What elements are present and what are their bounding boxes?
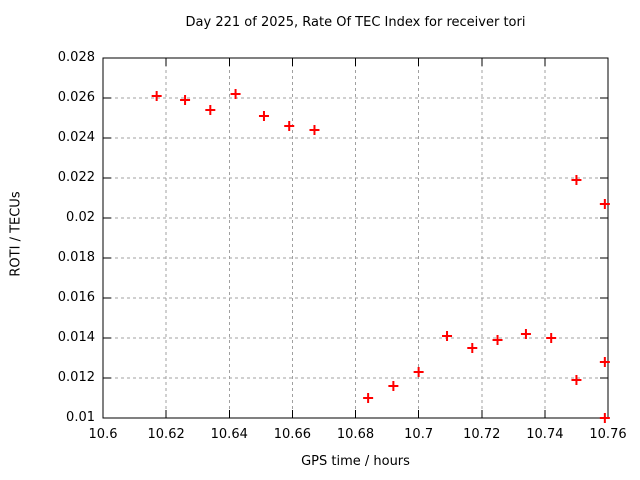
- data-point-marker: [571, 175, 582, 185]
- data-point-marker: [205, 105, 216, 115]
- data-point-marker: [413, 367, 424, 377]
- x-tick-label: 10.72: [463, 427, 501, 442]
- x-tick-label: 10.68: [336, 427, 375, 442]
- data-point-marker: [546, 333, 557, 343]
- y-tick-label: 0.028: [57, 50, 95, 65]
- data-point-marker: [230, 89, 241, 99]
- x-tick-label: 10.74: [526, 427, 564, 442]
- data-point-marker: [151, 91, 162, 101]
- x-tick-label: 10.62: [147, 427, 185, 442]
- y-tick-label: 0.024: [57, 130, 95, 145]
- y-tick-label: 0.012: [57, 370, 95, 385]
- data-point-marker: [520, 329, 531, 339]
- y-tick-label: 0.02: [66, 210, 95, 225]
- y-tick-label: 0.016: [57, 290, 95, 305]
- data-point-marker: [180, 95, 191, 105]
- x-tick-label: 10.64: [210, 427, 248, 442]
- data-point-marker: [492, 335, 503, 345]
- chart-title: Day 221 of 2025, Rate Of TEC Index for r…: [185, 15, 526, 30]
- x-tick-label: 10.6: [88, 427, 118, 442]
- x-axis-label: GPS time / hours: [301, 454, 410, 469]
- y-tick-label: 0.018: [57, 250, 95, 265]
- y-tick-label: 0.014: [57, 330, 95, 345]
- plot-border: [102, 57, 609, 419]
- data-point-marker: [284, 121, 295, 131]
- data-point-marker: [571, 375, 582, 385]
- data-point-marker: [467, 343, 478, 353]
- data-point-marker: [363, 393, 374, 403]
- y-tick-label: 0.026: [57, 90, 95, 105]
- data-point-marker: [309, 125, 320, 135]
- data-point-marker: [388, 381, 399, 391]
- y-tick-label: 0.022: [57, 170, 95, 185]
- x-tick-label: 10.76: [589, 427, 627, 442]
- data-point-marker: [599, 357, 610, 367]
- x-tick-label: 10.7: [404, 427, 434, 442]
- y-tick-label: 0.01: [66, 410, 95, 425]
- data-point-marker: [599, 413, 610, 423]
- data-point-marker: [258, 111, 269, 121]
- data-point-marker: [442, 331, 453, 341]
- data-point-marker: [599, 199, 610, 209]
- x-tick-label: 10.66: [273, 427, 311, 442]
